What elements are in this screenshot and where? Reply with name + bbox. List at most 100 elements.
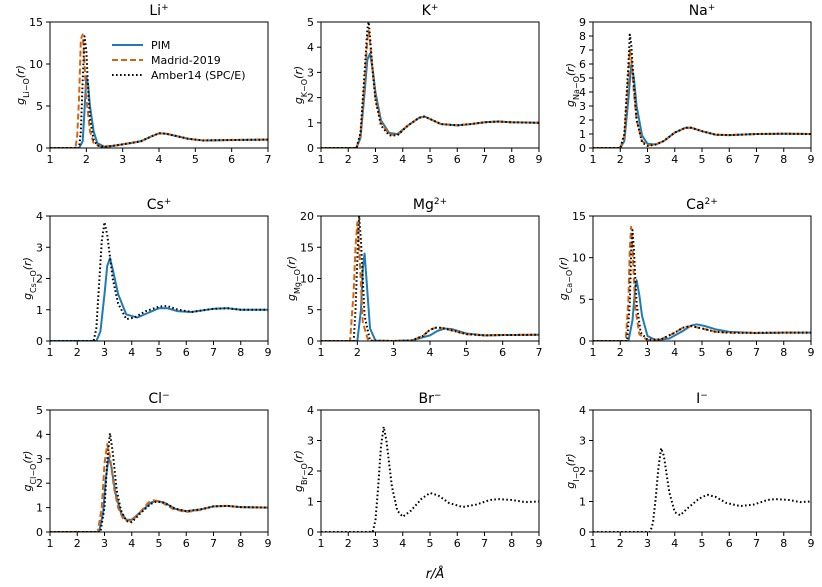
x-tick-label: 2 <box>617 346 624 359</box>
series-line-madrid-2019 <box>50 33 268 148</box>
axes-frame <box>320 21 540 149</box>
series-line-madrid-2019 <box>321 29 539 148</box>
panel-title: Li+ <box>149 3 168 19</box>
series-line-pim <box>50 75 268 148</box>
y-tick-label: 1 <box>579 128 586 141</box>
y-tick-label: 3 <box>307 66 314 79</box>
x-tick-label: 2 <box>617 537 624 550</box>
y-tick-label: 10 <box>572 252 586 265</box>
x-tick-label: 7 <box>210 537 217 550</box>
y-tick-label: 2 <box>307 465 314 478</box>
panel-title: Na+ <box>689 3 716 19</box>
y-axis-label: gNa−O(r) <box>564 63 581 107</box>
x-tick-label: 5 <box>463 346 470 359</box>
series-line-madrid-2019 <box>593 225 811 341</box>
panel-title: I− <box>696 391 708 407</box>
x-tick-label: 6 <box>228 153 235 166</box>
panel-title: Br− <box>419 391 442 407</box>
x-tick-label: 6 <box>454 537 461 550</box>
x-tick-label: 1 <box>47 153 54 166</box>
y-tick-label: 2 <box>307 92 314 105</box>
y-tick-label: 3 <box>579 100 586 113</box>
x-tick-label: 9 <box>808 153 815 166</box>
y-tick-label: 15 <box>300 241 314 254</box>
y-axis-label: gLi−O(r) <box>14 65 31 105</box>
x-tick-label: 7 <box>753 346 760 359</box>
series-line-madrid-2019 <box>50 443 268 532</box>
x-tick-label: 6 <box>726 153 733 166</box>
x-tick-label: 9 <box>808 346 815 359</box>
y-axis-label: gCa−O(r) <box>557 257 574 301</box>
x-tick-label: 5 <box>427 153 434 166</box>
axes-frame <box>592 409 812 533</box>
x-tick-label: 2 <box>617 153 624 166</box>
x-tick-label: 5 <box>156 346 163 359</box>
y-tick-label: 10 <box>29 58 43 71</box>
y-tick-label: 1 <box>36 304 43 317</box>
x-tick-label: 8 <box>780 537 787 550</box>
y-axis-label: gMg−O(r) <box>285 256 302 301</box>
y-tick-label: 4 <box>579 404 586 417</box>
x-tick-label: 5 <box>699 346 706 359</box>
y-tick-label: 15 <box>29 16 43 29</box>
legend-label: Amber14 (SPC/E) <box>151 69 246 82</box>
x-tick-label: 5 <box>699 537 706 550</box>
y-tick-label: 6 <box>579 58 586 71</box>
y-axis-label: gBr−O(r) <box>292 450 309 492</box>
y-tick-label: 0 <box>36 142 43 155</box>
panel-title: Mg2+ <box>413 197 447 213</box>
x-tick-label: 9 <box>265 537 272 550</box>
series-line-madrid-2019 <box>321 221 539 341</box>
y-tick-label: 5 <box>579 72 586 85</box>
x-tick-label: 1 <box>590 537 597 550</box>
x-tick-label: 3 <box>390 346 397 359</box>
y-tick-label: 3 <box>36 241 43 254</box>
x-tick-label: 7 <box>753 153 760 166</box>
x-tick-label: 8 <box>508 153 515 166</box>
y-tick-label: 1 <box>307 117 314 130</box>
series-line-amber14-spc-e <box>593 447 811 532</box>
y-tick-label: 4 <box>307 41 314 54</box>
y-tick-label: 0 <box>36 335 43 348</box>
y-tick-label: 4 <box>36 210 43 223</box>
panel-title: Cs+ <box>147 197 172 213</box>
x-tick-label: 6 <box>726 537 733 550</box>
x-tick-label: 3 <box>101 537 108 550</box>
y-axis-label: gCl−O(r) <box>21 451 38 492</box>
axes-frame <box>592 215 812 342</box>
y-tick-label: 0 <box>579 526 586 539</box>
series-line-amber14-spc-e <box>321 425 539 532</box>
x-tick-label: 1 <box>318 537 325 550</box>
y-tick-label: 2 <box>579 465 586 478</box>
x-tick-label: 1 <box>318 346 325 359</box>
series-line-amber14-spc-e <box>50 221 268 341</box>
y-tick-label: 0 <box>307 526 314 539</box>
x-tick-label: 4 <box>128 537 135 550</box>
x-tick-label: 9 <box>536 153 543 166</box>
x-tick-label: 4 <box>671 537 678 550</box>
x-tick-label: 4 <box>427 346 434 359</box>
axes-frame <box>49 215 269 342</box>
y-tick-label: 15 <box>572 210 586 223</box>
x-tick-label: 8 <box>780 153 787 166</box>
series-line-amber14-spc-e <box>321 22 539 148</box>
panel-title: Cl− <box>148 391 169 407</box>
x-tick-label: 2 <box>345 153 352 166</box>
y-tick-label: 3 <box>579 435 586 448</box>
y-tick-label: 8 <box>579 30 586 43</box>
y-tick-label: 1 <box>36 502 43 515</box>
x-tick-label: 2 <box>83 153 90 166</box>
y-tick-label: 20 <box>300 210 314 223</box>
axes-frame <box>49 409 269 533</box>
x-tick-label: 9 <box>536 537 543 550</box>
y-tick-label: 2 <box>579 114 586 127</box>
y-tick-label: 3 <box>36 453 43 466</box>
x-tick-label: 4 <box>671 346 678 359</box>
x-tick-label: 1 <box>47 346 54 359</box>
x-tick-label: 9 <box>808 537 815 550</box>
x-tick-label: 8 <box>508 537 515 550</box>
